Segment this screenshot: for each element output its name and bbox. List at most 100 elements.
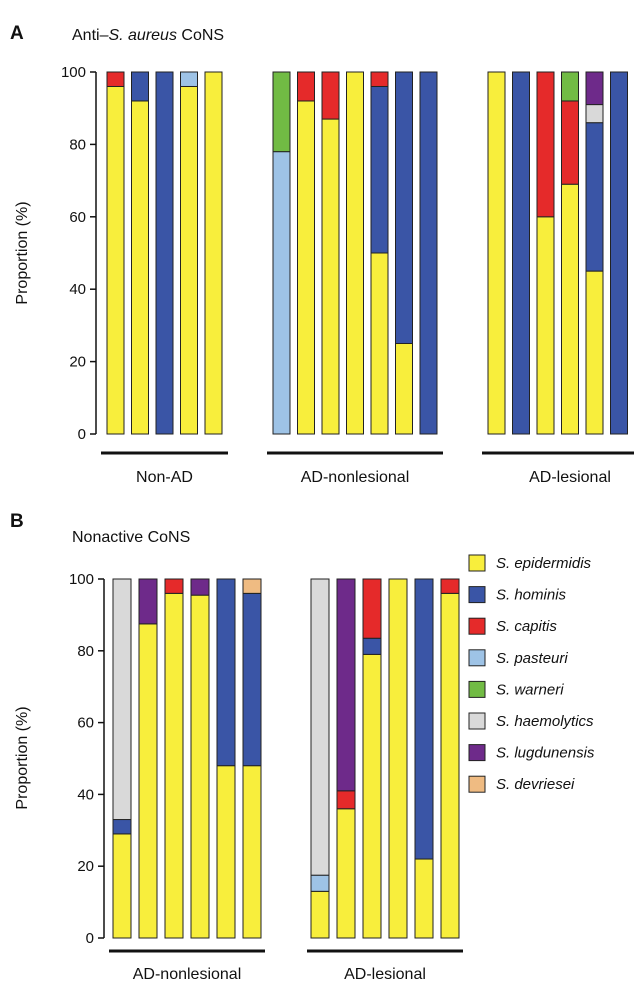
- legend-label: S. pasteuri: [496, 650, 568, 667]
- panel-a-bar-segment: [370, 71, 389, 87]
- panel-b-bar-segment: [164, 592, 184, 939]
- panel-a-bar-segment: [297, 71, 315, 102]
- panel-a-bar-segment: [106, 85, 125, 435]
- panel-a-bar-segment: [395, 71, 413, 344]
- panel-a-bar-segment: [536, 216, 555, 435]
- panel-b-bar-segment: [440, 592, 460, 939]
- legend-swatch: [468, 712, 486, 730]
- panel-b-bar-segment: [138, 578, 158, 625]
- panel-a-bar-segment: [297, 100, 315, 435]
- panel-b-bar-segment: [310, 890, 330, 939]
- panel-a-bar-segment: [180, 85, 198, 435]
- panel-a-bar-segment: [180, 71, 198, 87]
- panel-a-y-tick-label: 20: [69, 354, 86, 371]
- panel-b-bar-segment: [242, 578, 262, 594]
- panel-b-y-axis-label: Proportion (%): [14, 706, 31, 809]
- panel-a-bar-segment: [370, 252, 389, 435]
- panel-b-bar-segment: [440, 578, 460, 594]
- panel-a-bar-segment: [512, 71, 530, 435]
- panel-b-bar-segment: [310, 874, 330, 892]
- panel-b-bar-segment: [216, 765, 236, 939]
- legend-swatch: [468, 649, 486, 667]
- panel-b-y-tick-label: 40: [77, 786, 94, 803]
- panel-b-bar-segment: [362, 653, 382, 939]
- panel-b-y-tick-label: 100: [69, 571, 94, 588]
- panel-a-bar-segment: [321, 71, 340, 120]
- legend-label: S. devriesei: [496, 776, 575, 793]
- legend-label: S. warneri: [496, 681, 564, 698]
- panel-a-y-tick-label: 100: [61, 64, 86, 81]
- panel-a-bar-segment: [106, 71, 125, 87]
- panel-a-bar-segment: [561, 100, 579, 185]
- panel-b-bar-segment: [190, 594, 210, 939]
- panel-a-bar-segment: [561, 183, 579, 435]
- panel-a-group-label: AD-nonlesional: [301, 469, 410, 486]
- panel-a-bar-segment: [419, 71, 438, 435]
- panel-a-bar-segment: [131, 71, 149, 102]
- panel-a-title: Anti–S. aureus CoNS: [72, 27, 224, 44]
- legend-label: S. hominis: [496, 587, 567, 604]
- legend-swatch: [468, 586, 486, 604]
- panel-b-title: Nonactive CoNS: [72, 529, 190, 546]
- panel-b-bar-segment: [414, 578, 434, 860]
- panel-b-bar-segment: [336, 808, 356, 939]
- panel-b-bar-segment: [164, 578, 184, 594]
- panel-a-bar-segment: [585, 71, 604, 106]
- panel-b-bar-segment: [414, 858, 434, 939]
- panel-a-bar-segment: [204, 71, 223, 435]
- panel-b-y-tick-label: 20: [77, 858, 94, 875]
- panel-a-y-axis-label: Proportion (%): [14, 201, 31, 304]
- panel-a-bar-segment: [346, 71, 364, 435]
- panel-b-bar-segment: [388, 578, 408, 939]
- panel-b-bar-segment: [138, 623, 158, 939]
- panel-a-bar-segment: [155, 71, 174, 435]
- panel-b-bar-segment: [216, 578, 236, 767]
- panel-a-bar-segment: [272, 71, 291, 153]
- panel-b-bar-segment: [112, 833, 132, 939]
- panel-b-group-label: AD-nonlesional: [133, 966, 242, 983]
- panel-a-y-tick-label: 60: [69, 209, 86, 226]
- panel-a-bar-segment: [487, 71, 506, 435]
- panel-a-bar-segment: [585, 104, 604, 124]
- legend-label: S. lugdunensis: [496, 745, 595, 762]
- panel-a-bar-segment: [536, 71, 555, 218]
- legend: S. epidermidis S. hominis S. capitis S. pas…: [468, 554, 595, 793]
- legend-swatch: [468, 744, 486, 762]
- panel-a-letter: A: [10, 23, 24, 44]
- panel-b-y-tick-label: 80: [77, 643, 94, 660]
- panel-a-bar-segment: [272, 151, 291, 435]
- panel-b-bar-segment: [242, 592, 262, 767]
- panel-a-y-tick-label: 40: [69, 281, 86, 298]
- panel-a-bar-segment: [585, 122, 604, 272]
- panel-a-bar-segment: [585, 270, 604, 435]
- panel-a-bar-segment: [321, 118, 340, 435]
- legend-label: S. haemolytics: [496, 713, 594, 730]
- panel-b-bar-segment: [112, 819, 132, 835]
- legend-label: S. capitis: [496, 618, 557, 635]
- panel-a-y-tick-label: 0: [78, 426, 86, 443]
- legend-swatch: [468, 554, 486, 572]
- legend-swatch: [468, 680, 486, 698]
- panel-b-bar-segment: [362, 578, 382, 639]
- panel-b-bar-segment: [362, 637, 382, 655]
- legend-label: S. epidermidis: [496, 555, 592, 572]
- panel-a-y-tick-label: 80: [69, 136, 86, 153]
- panel-b-bar-segment: [112, 578, 132, 821]
- panel-a-bar-segment: [561, 71, 579, 102]
- panel-b-plot: 0 20 40 60 80 100 AD-nonlesional AD-lesional: [69, 571, 463, 983]
- panel-b-letter: B: [10, 511, 24, 532]
- panel-a-group-label: Non-AD: [136, 469, 193, 486]
- panel-b-bar-segment: [336, 790, 356, 810]
- panel-b-group-label: AD-lesional: [344, 966, 426, 983]
- panel-a-bar-segment: [395, 343, 413, 435]
- panel-b-y-tick-label: 0: [86, 930, 94, 947]
- panel-a-bar-segment: [131, 100, 149, 435]
- panel-b-bar-segment: [336, 578, 356, 792]
- panel-b-bar-segment: [310, 578, 330, 876]
- panel-b-bar-segment: [190, 578, 210, 596]
- legend-swatch: [468, 617, 486, 635]
- panel-a-bar-segment: [610, 71, 628, 435]
- panel-b-bar-segment: [242, 765, 262, 939]
- panel-a-bar-segment: [370, 85, 389, 254]
